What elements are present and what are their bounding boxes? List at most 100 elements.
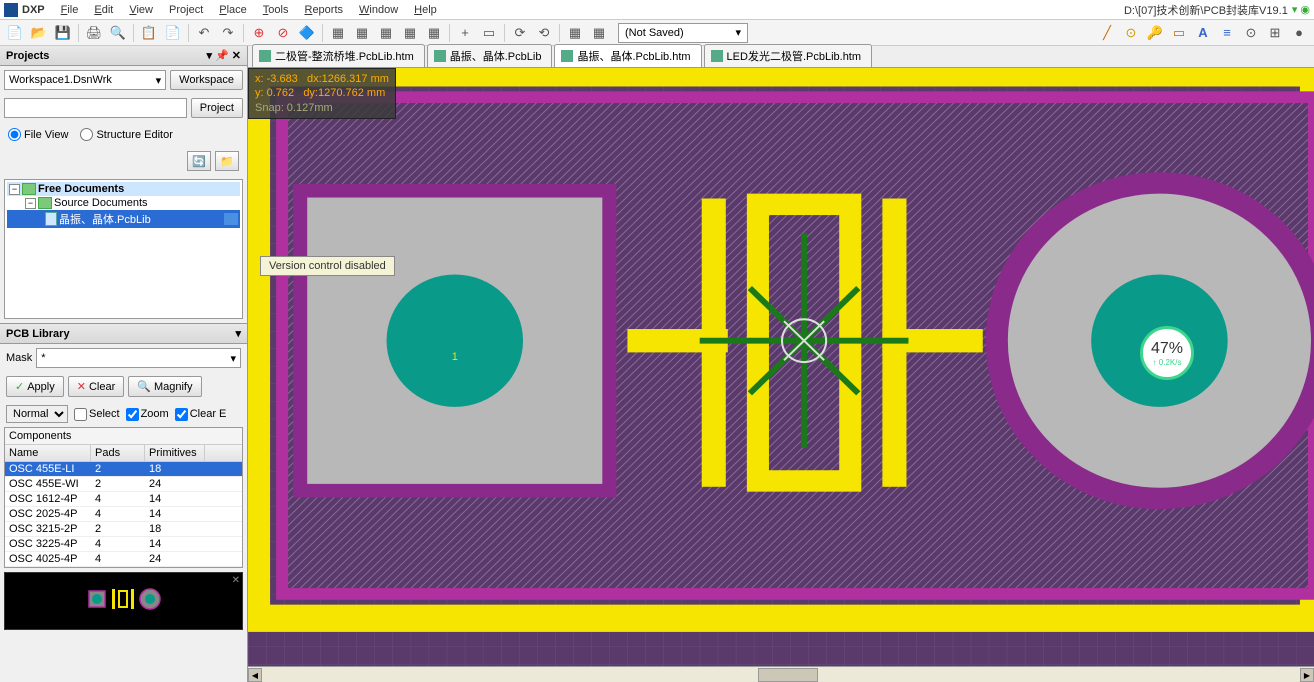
- tree-folder[interactable]: − Source Documents: [7, 196, 240, 210]
- tool-origin-icon[interactable]: +: [454, 22, 476, 44]
- rtool-line-icon[interactable]: ╱: [1096, 22, 1118, 44]
- pcb-canvas[interactable]: 1 2: [248, 68, 1314, 666]
- tree-root-label: Free Documents: [38, 183, 124, 195]
- col-pads[interactable]: Pads: [91, 445, 145, 461]
- preview-close-icon[interactable]: ✕: [232, 575, 240, 586]
- tool-grid2-icon[interactable]: ▦: [351, 22, 373, 44]
- tool-new-icon[interactable]: 📄: [4, 22, 26, 44]
- workspace-select[interactable]: Workspace1.DsnWrk ▾: [4, 70, 166, 90]
- chevron-down-icon[interactable]: ▾: [235, 327, 241, 340]
- col-primitives[interactable]: Primitives: [145, 445, 205, 461]
- save-status-dropdown[interactable]: (Not Saved) ▾: [618, 23, 748, 43]
- document-tab[interactable]: LED发光二极管.PcbLib.htm: [704, 44, 872, 67]
- collapse-icon[interactable]: −: [25, 198, 36, 209]
- table-row[interactable]: OSC 3215-2P218: [5, 522, 242, 537]
- tool-grid4-icon[interactable]: ▦: [399, 22, 421, 44]
- tree-root[interactable]: − Free Documents: [7, 182, 240, 196]
- tool-grid1-icon[interactable]: ▦: [327, 22, 349, 44]
- document-tab[interactable]: 二极管-整流桥堆.PcbLib.htm: [252, 44, 425, 67]
- table-row[interactable]: OSC 455E-LI218: [5, 462, 242, 477]
- tool-open-icon[interactable]: 📂: [28, 22, 50, 44]
- file-view-radio[interactable]: File View: [8, 128, 68, 141]
- editor-area: 二极管-整流桥堆.PcbLib.htm晶振、晶体.PcbLib晶振、晶体.Pcb…: [248, 46, 1314, 682]
- tool-undo-icon[interactable]: ↶: [193, 22, 215, 44]
- tool-save-icon[interactable]: 💾: [52, 22, 74, 44]
- tool-grid5-icon[interactable]: ▦: [423, 22, 445, 44]
- tool-rotate-cw-icon[interactable]: ⟳: [509, 22, 531, 44]
- projects-title: Projects: [6, 50, 49, 62]
- magnify-button[interactable]: 🔍Magnify: [128, 376, 201, 397]
- rtool-target-icon[interactable]: ⊙: [1240, 22, 1262, 44]
- project-tree[interactable]: − Free Documents − Source Documents 晶振、晶…: [4, 179, 243, 319]
- zoom-checkbox[interactable]: Zoom: [126, 408, 169, 421]
- clear-button[interactable]: ✕Clear: [68, 376, 125, 397]
- path-dropdown-icon[interactable]: ▾ ◉: [1292, 3, 1310, 16]
- tool-layer2-icon[interactable]: ▦: [588, 22, 610, 44]
- horizontal-scrollbar[interactable]: ◀ ▶: [248, 666, 1314, 682]
- chevron-down-icon: ▾: [735, 26, 741, 39]
- document-icon: [561, 50, 573, 62]
- collapse-icon[interactable]: −: [9, 184, 20, 195]
- rtool-rect-icon[interactable]: ▭: [1168, 22, 1190, 44]
- table-row[interactable]: OSC 2025-4P414: [5, 507, 242, 522]
- rtool-circle-icon[interactable]: ⊙: [1120, 22, 1142, 44]
- tool-zoom-out-icon[interactable]: ⊘: [272, 22, 294, 44]
- workspace-name: Workspace1.DsnWrk: [9, 74, 112, 86]
- document-tab[interactable]: 晶振、晶体.PcbLib.htm: [554, 44, 701, 67]
- component-preview: ✕: [4, 572, 243, 630]
- menu-file[interactable]: File: [53, 2, 87, 18]
- tree-file[interactable]: 晶振、晶体.PcbLib: [7, 210, 240, 228]
- tool-zoom-in-icon[interactable]: ⊕: [248, 22, 270, 44]
- components-label: Components: [5, 428, 242, 445]
- tool-rotate-ccw-icon[interactable]: ⟲: [533, 22, 555, 44]
- menu-edit[interactable]: Edit: [86, 2, 121, 18]
- tool-print-icon[interactable]: 🖨: [83, 22, 105, 44]
- chevron-down-icon: ▾: [156, 74, 162, 87]
- menu-help[interactable]: Help: [406, 2, 445, 18]
- menu-project[interactable]: Project: [161, 2, 211, 18]
- col-name[interactable]: Name: [5, 445, 91, 461]
- table-row[interactable]: OSC 455E-WI224: [5, 477, 242, 492]
- rtool-grid-icon[interactable]: ⊞: [1264, 22, 1286, 44]
- mask-input[interactable]: * ▾: [36, 348, 241, 368]
- table-row[interactable]: OSC 3225-4P414: [5, 537, 242, 552]
- chevron-down-icon: ▾: [230, 352, 236, 365]
- menu-window[interactable]: Window: [351, 2, 406, 18]
- tool-redo-icon[interactable]: ↷: [217, 22, 239, 44]
- table-row[interactable]: OSC 1612-4P414: [5, 492, 242, 507]
- tool-copy-icon[interactable]: 📋: [138, 22, 160, 44]
- table-row[interactable]: OSC 4025-4P424: [5, 552, 242, 567]
- rtool-dot-icon[interactable]: ●: [1288, 22, 1310, 44]
- apply-button[interactable]: ✓Apply: [6, 376, 64, 397]
- rtool-text-icon[interactable]: A: [1192, 22, 1214, 44]
- tool-rect-icon[interactable]: ▭: [478, 22, 500, 44]
- tool-paste-icon[interactable]: 📄: [162, 22, 184, 44]
- refresh-icon[interactable]: 🔄: [187, 151, 211, 171]
- document-icon: [711, 50, 723, 62]
- pin-icon[interactable]: ▾ 📌 ✕: [206, 49, 241, 62]
- menu-reports[interactable]: Reports: [296, 2, 351, 18]
- project-input[interactable]: [4, 98, 187, 118]
- rtool-key-icon[interactable]: 🔑: [1144, 22, 1166, 44]
- scroll-thumb[interactable]: [758, 668, 818, 682]
- mask-value: *: [41, 352, 45, 364]
- rtool-align-icon[interactable]: ≡: [1216, 22, 1238, 44]
- scroll-left-icon[interactable]: ◀: [248, 668, 262, 682]
- select-checkbox[interactable]: Select: [74, 408, 120, 421]
- structure-editor-radio[interactable]: Structure Editor: [80, 128, 172, 141]
- tool-layer-icon[interactable]: ▦: [564, 22, 586, 44]
- menu-tools[interactable]: Tools: [255, 2, 297, 18]
- folder-icon[interactable]: 📁: [215, 151, 239, 171]
- projects-header: Projects ▾ 📌 ✕: [0, 46, 247, 66]
- project-button[interactable]: Project: [191, 98, 243, 118]
- tool-preview-icon[interactable]: 🔍: [107, 22, 129, 44]
- document-tab[interactable]: 晶振、晶体.PcbLib: [427, 44, 553, 67]
- menu-place[interactable]: Place: [211, 2, 255, 18]
- scroll-right-icon[interactable]: ▶: [1300, 668, 1314, 682]
- menu-view[interactable]: View: [121, 2, 161, 18]
- tool-fit-icon[interactable]: 🔷: [296, 22, 318, 44]
- clear-e-checkbox[interactable]: Clear E: [175, 408, 227, 421]
- tool-grid3-icon[interactable]: ▦: [375, 22, 397, 44]
- mode-select[interactable]: Normal: [6, 405, 68, 423]
- workspace-button[interactable]: Workspace: [170, 70, 243, 90]
